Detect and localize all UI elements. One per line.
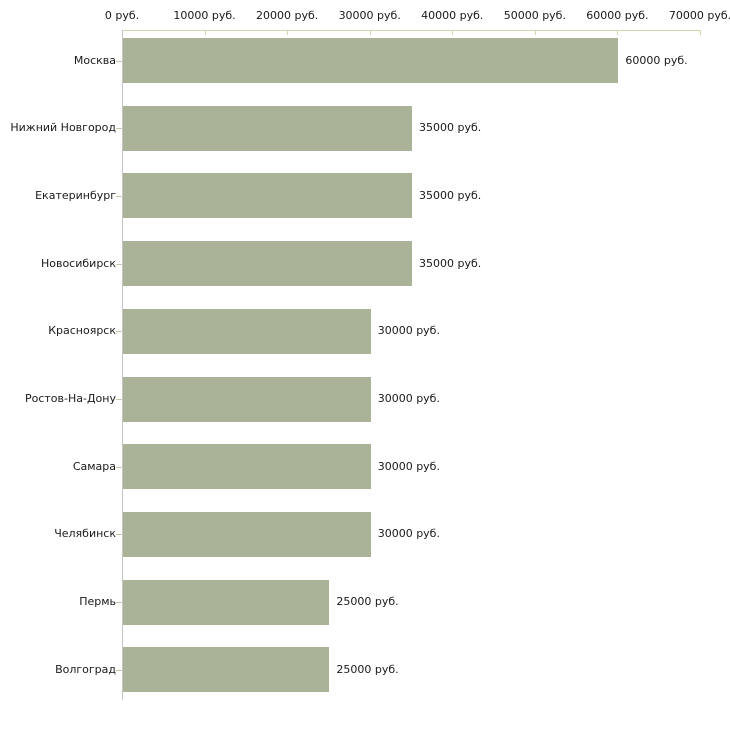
x-axis-tick-label: 0 руб. (104, 9, 140, 22)
bar (123, 511, 371, 557)
bar-value-label: 25000 руб. (336, 662, 399, 676)
category-label: Ростов-На-Дону (24, 392, 116, 405)
category-tick (116, 534, 122, 536)
bar-value-label: 25000 руб. (336, 595, 399, 609)
bar-value-label: 30000 руб. (377, 527, 440, 541)
bar-value-label: 60000 руб. (625, 53, 688, 67)
x-axis-tick-label: 70000 руб. (668, 9, 730, 22)
x-axis-tick-label: 30000 руб. (338, 9, 401, 22)
category-tick (116, 399, 122, 400)
bar (123, 241, 412, 287)
bar (123, 38, 619, 83)
x-axis-tick (369, 30, 371, 35)
x-axis-line (122, 30, 700, 31)
bar (123, 308, 371, 354)
bar-value-label: 30000 руб. (377, 392, 440, 405)
y-axis-line (122, 30, 123, 700)
category-tick (116, 602, 122, 604)
category-label: Волгоград (55, 662, 116, 676)
x-axis-tick-label: 20000 руб. (256, 9, 319, 22)
category-tick (116, 331, 122, 333)
category-label: Пермь (79, 595, 116, 609)
bar-value-label: 35000 руб. (419, 121, 482, 135)
category-label: Челябинск (54, 527, 116, 541)
bar-value-label: 35000 руб. (419, 188, 482, 202)
bar (123, 105, 412, 151)
x-axis-tick (700, 30, 701, 35)
x-axis-tick (452, 30, 454, 35)
bar (123, 579, 330, 625)
category-label: Красноярск (48, 324, 116, 338)
bar (123, 647, 330, 693)
category-tick (116, 669, 122, 671)
bar (123, 173, 412, 219)
category-tick (116, 128, 122, 130)
bar (123, 376, 371, 422)
category-label: Москва (73, 53, 116, 67)
x-axis-tick (534, 30, 536, 35)
category-tick (116, 263, 122, 265)
category-label: Новосибирск (40, 256, 116, 270)
category-label: Самара (72, 459, 116, 473)
x-axis-tick (287, 30, 289, 35)
x-axis-tick (204, 30, 206, 35)
category-tick (116, 195, 122, 197)
category-label: Екатеринбург (35, 188, 116, 202)
category-label: Нижний Новгород (10, 121, 116, 135)
bar-value-label: 35000 руб. (419, 256, 482, 270)
bar-value-label: 30000 руб. (377, 459, 440, 473)
x-axis-tick-label: 60000 руб. (586, 9, 649, 22)
x-axis-tick-label: 10000 руб. (173, 9, 236, 22)
x-axis-tick-label: 50000 руб. (503, 9, 566, 22)
x-axis-tick-label: 40000 руб. (421, 9, 484, 22)
x-axis-tick (617, 30, 619, 35)
bar-value-label: 30000 руб. (377, 324, 440, 338)
bar (123, 444, 371, 490)
category-tick (116, 60, 122, 62)
category-tick (116, 466, 122, 468)
